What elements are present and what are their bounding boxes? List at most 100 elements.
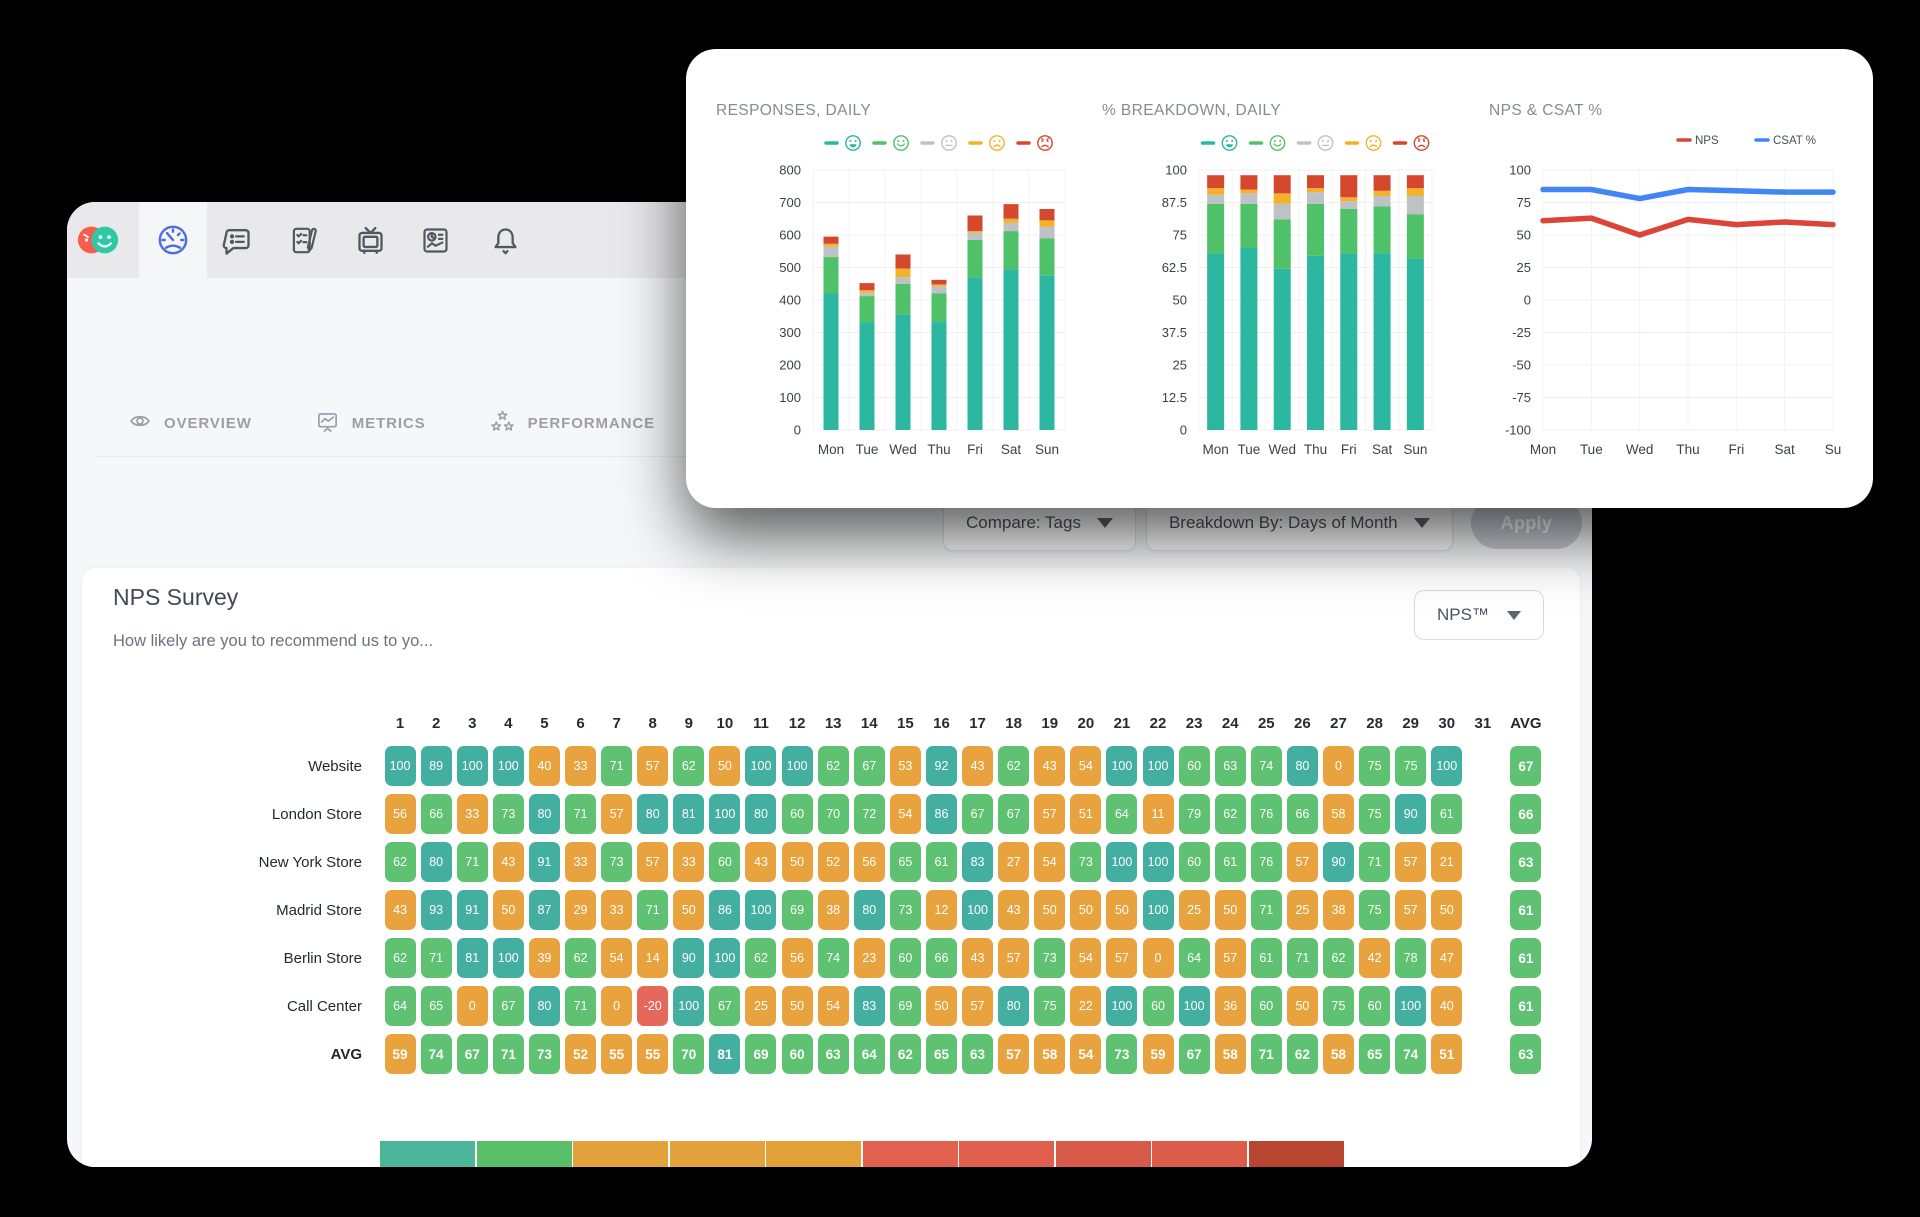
- tab-metrics[interactable]: METRICS: [316, 410, 426, 437]
- heatmap-cell: 87: [528, 890, 560, 930]
- svg-text:75: 75: [1173, 228, 1187, 243]
- heatmap-cell: 43: [745, 842, 777, 882]
- heatmap-cell: 54: [1070, 746, 1102, 786]
- heatmap-cell: 50: [781, 986, 813, 1026]
- heatmap-cell: 21: [1431, 842, 1463, 882]
- heatmap-cell: 27: [998, 842, 1030, 882]
- heatmap-cell: 100: [1106, 746, 1138, 786]
- heatmap-col-header: 22: [1149, 714, 1167, 732]
- comments-icon[interactable]: [217, 220, 257, 260]
- heatmap-cell: 50: [925, 986, 957, 1026]
- heatmap-cell: 66: [1286, 794, 1318, 834]
- nps-metric-dropdown[interactable]: NPS™: [1414, 590, 1544, 640]
- tab-performance[interactable]: PERFORMANCE: [490, 409, 655, 438]
- responses-daily-chart: RESPONSES, DAILY 0 100 200 300 400 500 600 700 80…: [708, 85, 1103, 490]
- heatmap-cell: 33: [565, 842, 597, 882]
- heatmap-col-header: 3: [468, 714, 477, 732]
- tab-overview-label: OVERVIEW: [164, 414, 252, 432]
- heatmap-col-header: 1: [395, 714, 405, 732]
- heatmap-cell: 62: [745, 938, 777, 978]
- heatmap-col-header: 26: [1294, 714, 1311, 732]
- chevron-down-icon: [1096, 518, 1113, 528]
- heatmap-cell: 71: [456, 842, 488, 882]
- eye-icon: [129, 410, 151, 436]
- heatmap-cell: 57: [637, 842, 669, 882]
- heatmap-cell: 92: [925, 746, 957, 786]
- heatmap-cell: 73: [889, 890, 921, 930]
- svg-text:-50: -50: [1512, 358, 1531, 373]
- svg-text:Fri: Fri: [1728, 442, 1744, 457]
- heatmap-cell: 58: [1034, 1034, 1066, 1074]
- heatmap-cell: 38: [1322, 890, 1354, 930]
- heatmap-col-header: 10: [716, 714, 734, 732]
- svg-text:Sat: Sat: [1775, 442, 1796, 457]
- heatmap-cell: 36: [1214, 986, 1246, 1026]
- heatmap-col-header: 12: [788, 714, 806, 732]
- heatmap-cell: 58: [1322, 1034, 1354, 1074]
- heatmap-cell: 71: [565, 986, 597, 1026]
- heatmap-cell: 75: [1322, 986, 1354, 1026]
- heatmap-cell: 80: [637, 794, 669, 834]
- heatmap-cell: 66: [420, 794, 452, 834]
- heatmap-cell: 93: [420, 890, 452, 930]
- tv-icon[interactable]: [350, 220, 390, 260]
- heatmap-cell: 11: [1142, 794, 1174, 834]
- heatmap-cell: 66: [925, 938, 957, 978]
- heatmap-cell: 81: [456, 938, 488, 978]
- heatmap-cell: 61: [1510, 986, 1542, 1026]
- heatmap-col-header: 13: [824, 714, 842, 732]
- heatmap-cell: 67: [709, 986, 741, 1026]
- heatmap-cell: 57: [1395, 842, 1427, 882]
- heatmap-cell: 60: [1178, 842, 1210, 882]
- heatmap-col-header: 7: [612, 714, 621, 732]
- heatmap-col-header: 19: [1041, 714, 1059, 732]
- heatmap-cell: 65: [925, 1034, 957, 1074]
- heatmap-cell: 100: [1106, 986, 1138, 1026]
- svg-text:Mon: Mon: [1203, 442, 1229, 457]
- heatmap-cell: 54: [889, 794, 921, 834]
- heatmap-row-label: London Store: [271, 805, 362, 823]
- svg-text:25: 25: [1173, 358, 1187, 373]
- nps-heatmap-table: 1 2 3 4 5 6 7 8 9 10 11 12 13 14 15 16 17 18 19 20 21 22 23 24 2…: [102, 704, 1544, 1078]
- svg-text:RESPONSES, DAILY: RESPONSES, DAILY: [716, 102, 871, 119]
- heatmap-cell: 40: [1431, 986, 1463, 1026]
- heatmap-cell: 62: [565, 938, 597, 978]
- scale-segment: [476, 1141, 572, 1167]
- heatmap-cell: 65: [1359, 1034, 1391, 1074]
- heatmap-cell: 80: [853, 890, 885, 930]
- tab-metrics-label: METRICS: [351, 414, 426, 432]
- heatmap-cell: 72: [853, 794, 885, 834]
- heatmap-cell: 61: [1431, 794, 1463, 834]
- heatmap-cell: 71: [565, 794, 597, 834]
- heatmap-cell: 25: [1178, 890, 1210, 930]
- heatmap-cell: 54: [1034, 842, 1066, 882]
- heatmap-cell: 55: [637, 1034, 669, 1074]
- dashboard-gauge-icon[interactable]: [153, 220, 193, 260]
- svg-text:25: 25: [1517, 260, 1531, 275]
- heatmap-cell: 50: [673, 890, 705, 930]
- svg-text:300: 300: [779, 325, 801, 340]
- bell-icon[interactable]: [485, 220, 525, 260]
- heatmap-cell: 74: [817, 938, 849, 978]
- heatmap-col-header: 30: [1438, 714, 1456, 732]
- svg-text:Thu: Thu: [927, 442, 950, 457]
- heatmap-cell: 90: [1322, 842, 1354, 882]
- svg-text:Wed: Wed: [1626, 442, 1654, 457]
- survey-pen-icon[interactable]: [283, 220, 323, 260]
- heatmap-cell: 67: [962, 794, 994, 834]
- heatmap-cell: 75: [1034, 986, 1066, 1026]
- heatmap-cell: 52: [565, 1034, 597, 1074]
- heatmap-col-header: 20: [1077, 714, 1095, 732]
- svg-text:NPS: NPS: [1695, 135, 1719, 147]
- heatmap-col-header: 24: [1221, 714, 1239, 732]
- heatmap-cell: 62: [998, 746, 1030, 786]
- tab-overview[interactable]: OVERVIEW: [129, 410, 252, 436]
- heatmap-cell: 61: [925, 842, 957, 882]
- svg-text:Sun: Sun: [1035, 442, 1059, 457]
- heatmap-cell: 62: [1214, 794, 1246, 834]
- heatmap-cell: 63: [1214, 746, 1246, 786]
- report-icon[interactable]: [415, 220, 455, 260]
- scale-segment: [380, 1141, 475, 1167]
- nps-color-scale: [380, 1141, 1344, 1167]
- svg-text:Sun: Sun: [1403, 442, 1427, 457]
